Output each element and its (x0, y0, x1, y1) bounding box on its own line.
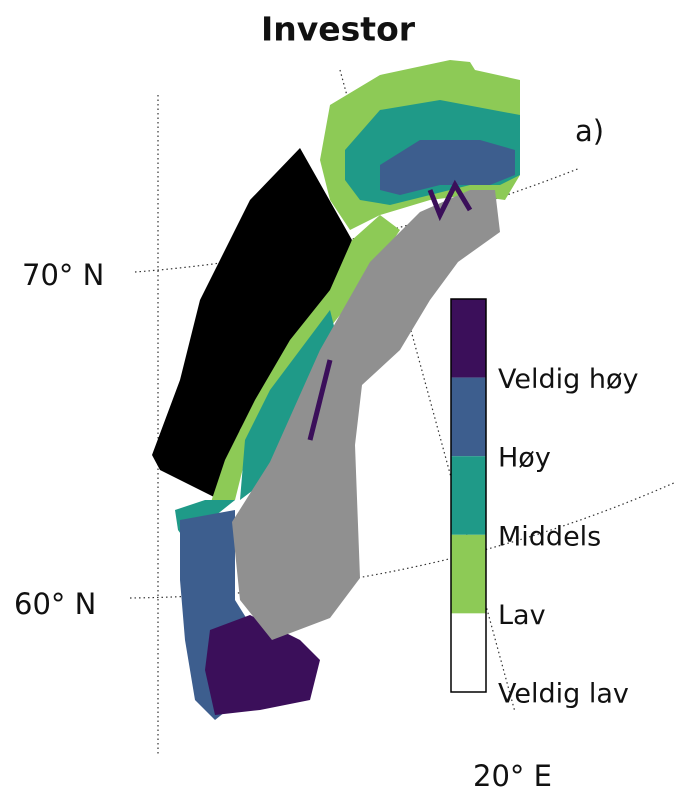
south-veldig-hoy (205, 615, 320, 715)
legend-label: Høy (498, 443, 551, 474)
title: Investor (261, 10, 416, 49)
legend-swatch (451, 378, 486, 457)
legend-label: Middels (498, 521, 601, 552)
legend-swatch (451, 613, 486, 692)
panel-label: a) (575, 114, 604, 148)
legend-swatch (451, 299, 486, 378)
legend: Veldig høy Høy Middels Lav Veldig lav (451, 299, 638, 710)
legend-swatch (451, 535, 486, 614)
legend-label: Veldig lav (498, 679, 629, 710)
map-figure: Investor a) 70° N 60° N 20° E Veldig høy… (0, 0, 676, 796)
legend-label: Veldig høy (498, 364, 638, 395)
latitude-label: 60° N (14, 587, 96, 621)
longitude-label: 20° E (473, 759, 552, 793)
latitude-label: 70° N (22, 258, 104, 292)
legend-label: Lav (498, 600, 546, 631)
legend-swatch (451, 456, 486, 535)
